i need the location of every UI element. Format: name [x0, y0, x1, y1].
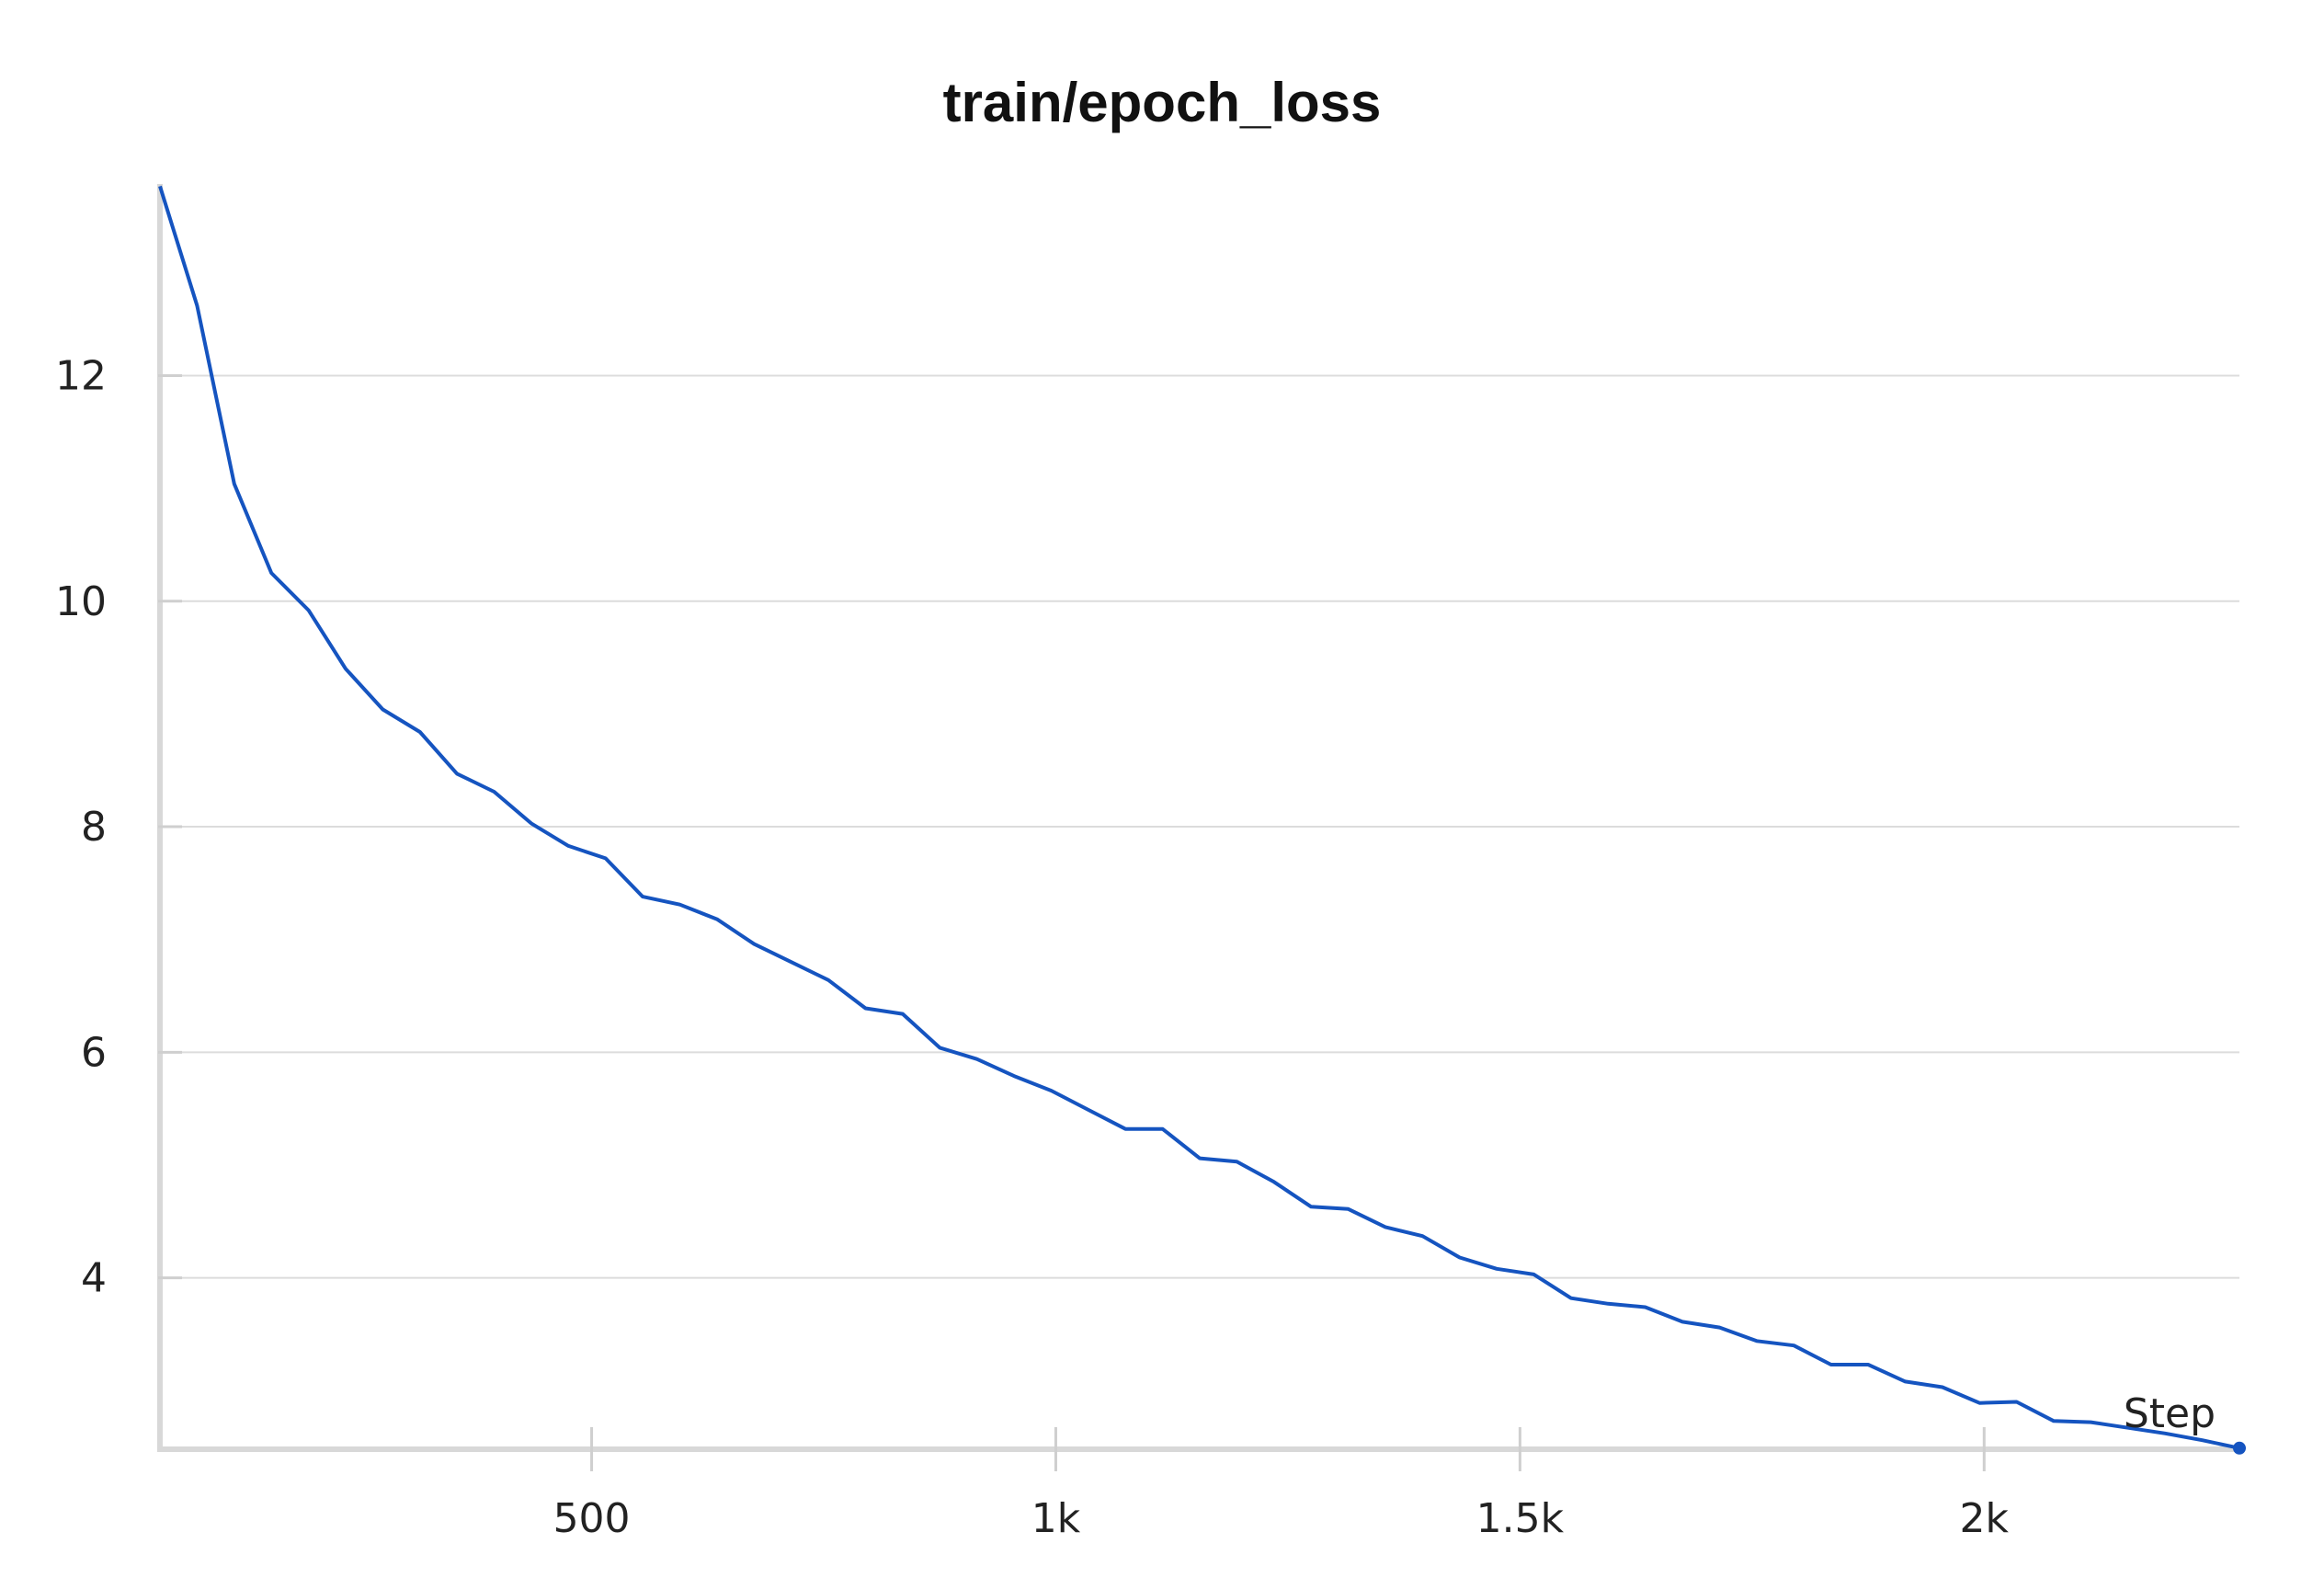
x-tick-label: 1k	[1031, 1495, 1081, 1542]
y-tick-label: 10	[55, 578, 107, 625]
y-tick-label: 8	[81, 804, 107, 851]
grid-layer	[160, 374, 2239, 1279]
y-tick-label: 12	[55, 352, 107, 399]
x-tick-label: 2k	[1960, 1495, 2010, 1542]
chart-title: train/epoch_loss	[943, 72, 1382, 133]
loss-series-line	[158, 185, 2240, 1450]
axis-layer	[157, 184, 2239, 1452]
series-layer	[158, 185, 2246, 1455]
x-axis-label: Step	[2124, 1390, 2216, 1437]
y-tick-label: 6	[81, 1029, 107, 1076]
y-tick-label: 4	[81, 1255, 107, 1302]
tick-layer: 4 6 8 10 12 500 1k 1.5k 2k	[55, 352, 2010, 1542]
x-tick-label: 1.5k	[1476, 1495, 1565, 1542]
x-tick-label: 500	[553, 1495, 631, 1542]
last-point-marker	[2233, 1441, 2246, 1455]
